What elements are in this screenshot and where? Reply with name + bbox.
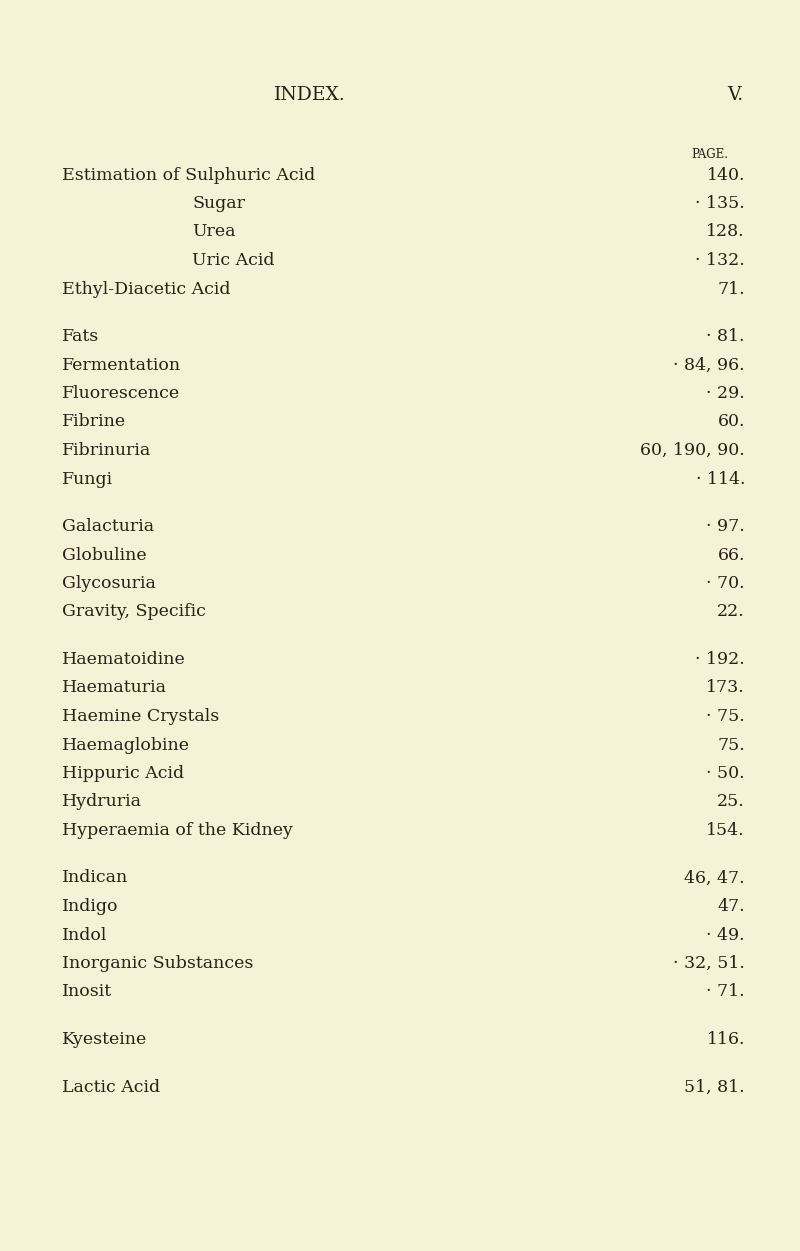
Text: 128.: 128. [706,224,745,240]
Text: Indigo: Indigo [62,898,118,914]
Text: Galacturia: Galacturia [62,518,154,535]
Text: · 50.: · 50. [706,766,745,782]
Text: · 132.: · 132. [695,251,745,269]
Text: 60.: 60. [718,414,745,430]
Text: 116.: 116. [706,1031,745,1048]
Text: 75.: 75. [718,737,745,753]
Text: Estimation of Sulphuric Acid: Estimation of Sulphuric Acid [62,166,315,184]
Text: Haematoidine: Haematoidine [62,651,186,668]
Text: · 71.: · 71. [706,983,745,1001]
Text: Lactic Acid: Lactic Acid [62,1078,160,1096]
Text: · 32, 51.: · 32, 51. [673,955,745,972]
Text: 51, 81.: 51, 81. [684,1078,745,1096]
Text: 71.: 71. [718,280,745,298]
Text: INDEX.: INDEX. [274,86,346,104]
Text: 154.: 154. [706,822,745,839]
Text: Hyperaemia of the Kidney: Hyperaemia of the Kidney [62,822,293,839]
Text: Gravity, Specific: Gravity, Specific [62,603,206,620]
Text: Indol: Indol [62,927,107,943]
Text: Haematuria: Haematuria [62,679,167,697]
Text: 60, 190, 90.: 60, 190, 90. [640,442,745,459]
Text: 25.: 25. [718,793,745,811]
Text: Inorganic Substances: Inorganic Substances [62,955,254,972]
Text: PAGE.: PAGE. [691,149,729,161]
Text: Hippuric Acid: Hippuric Acid [62,766,184,782]
Text: V.: V. [727,86,743,104]
Text: Uric Acid: Uric Acid [192,251,274,269]
Text: 173.: 173. [706,679,745,697]
Text: Fungi: Fungi [62,470,113,488]
Text: Fermentation: Fermentation [62,357,181,374]
Text: · 75.: · 75. [706,708,745,726]
Text: · 70.: · 70. [706,575,745,592]
Text: · 135.: · 135. [695,195,745,211]
Text: Fibrinuria: Fibrinuria [62,442,151,459]
Text: · 192.: · 192. [695,651,745,668]
Text: Haemine Crystals: Haemine Crystals [62,708,219,726]
Text: 66.: 66. [718,547,745,563]
Text: · 97.: · 97. [706,518,745,535]
Text: Haemaglobine: Haemaglobine [62,737,190,753]
Text: Sugar: Sugar [192,195,245,211]
Text: 47.: 47. [718,898,745,914]
Text: · 114.: · 114. [695,470,745,488]
Text: 46, 47.: 46, 47. [684,869,745,887]
Text: Ethyl-Diacetic Acid: Ethyl-Diacetic Acid [62,280,230,298]
Text: Inosit: Inosit [62,983,112,1001]
Text: · 81.: · 81. [706,328,745,345]
Text: Fats: Fats [62,328,99,345]
Text: Fluorescence: Fluorescence [62,385,180,402]
Text: Kyesteine: Kyesteine [62,1031,147,1048]
Text: 140.: 140. [706,166,745,184]
Text: · 84, 96.: · 84, 96. [674,357,745,374]
Text: Globuline: Globuline [62,547,146,563]
Text: · 49.: · 49. [706,927,745,943]
Text: 22.: 22. [718,603,745,620]
Text: · 29.: · 29. [706,385,745,402]
Text: Glycosuria: Glycosuria [62,575,156,592]
Text: Indican: Indican [62,869,128,887]
Text: Urea: Urea [192,224,235,240]
Text: Hydruria: Hydruria [62,793,142,811]
Text: Fibrine: Fibrine [62,414,126,430]
